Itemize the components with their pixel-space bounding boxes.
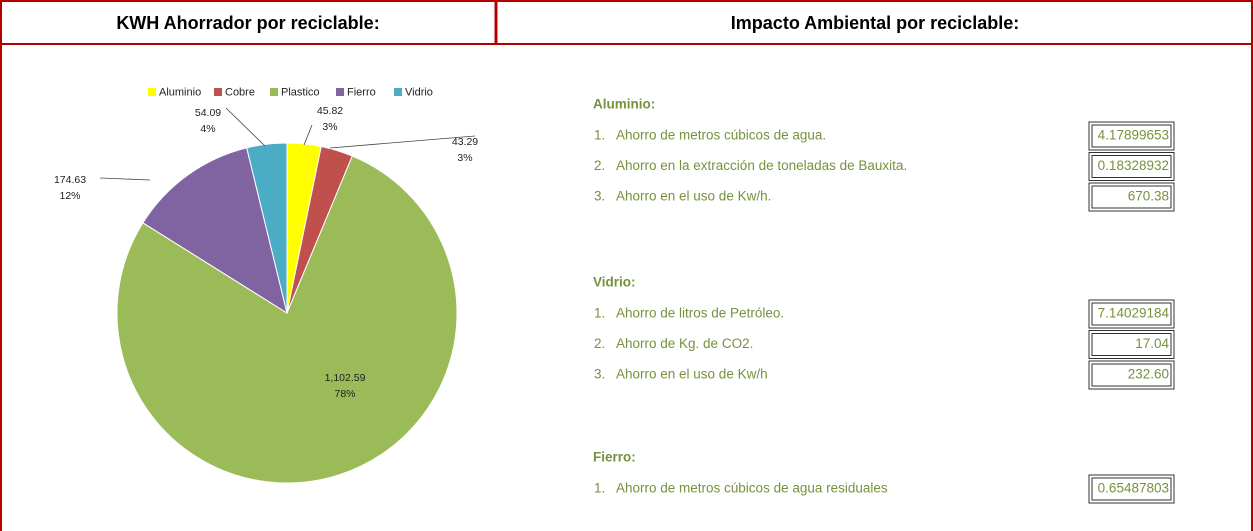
item-text: Ahorro de litros de Petróleo.	[616, 306, 784, 321]
value-box-inner	[1091, 302, 1172, 326]
item-value: 0.18328932	[1098, 158, 1169, 173]
item-number: 1.	[594, 128, 605, 143]
item-value: 4.17899653	[1098, 128, 1169, 143]
percent-label: 3%	[322, 121, 337, 133]
item-text: Ahorro de metros cúbicos de agua.	[616, 128, 826, 143]
data-label: 43.29	[452, 136, 478, 148]
legend-swatch	[394, 88, 402, 96]
value-box-outer	[1088, 299, 1175, 329]
legend-label: Plastico	[281, 86, 320, 98]
legend-swatch	[336, 88, 344, 96]
item-number: 3.	[594, 367, 605, 382]
section-title: Fierro:	[593, 450, 636, 465]
item-number: 2.	[594, 336, 605, 351]
legend-swatch	[214, 88, 222, 96]
item-number: 1.	[594, 306, 605, 321]
header-right: Impacto Ambiental por reciclable:	[731, 13, 1019, 33]
item-text: Ahorro en la extracción de toneladas de …	[616, 158, 907, 173]
data-label: 45.82	[317, 105, 343, 117]
leader-line	[303, 124, 313, 146]
item-number: 1.	[594, 481, 605, 496]
percent-label: 78%	[334, 388, 355, 400]
value-box-inner	[1091, 477, 1172, 501]
value-box-outer	[1088, 152, 1175, 181]
item-text: Ahorro en el uso de Kw/h.	[616, 189, 771, 204]
value-box-inner	[1091, 363, 1172, 387]
data-label: 54.09	[195, 107, 221, 119]
item-text: Ahorro de metros cúbicos de agua residua…	[616, 481, 888, 496]
legend-label: Fierro	[347, 86, 376, 98]
legend-label: Aluminio	[159, 86, 201, 98]
value-box-outer	[1088, 360, 1175, 390]
section-title: Vidrio:	[593, 275, 636, 290]
item-number: 2.	[594, 158, 605, 173]
pie-slice	[246, 142, 288, 314]
header-left: KWH Ahorrador por reciclable:	[116, 13, 379, 33]
legend-label: Vidrio	[405, 86, 433, 98]
leader-line	[329, 135, 476, 149]
item-text: Ahorro de Kg. de CO2.	[616, 336, 753, 351]
item-number: 3.	[594, 189, 605, 204]
item-value: 17.04	[1135, 336, 1169, 351]
legend-swatch	[148, 88, 156, 96]
legend-label: Cobre	[225, 86, 255, 98]
pie-slice	[116, 155, 458, 484]
item-value: 232.60	[1128, 367, 1169, 382]
item-value: 7.14029184	[1098, 306, 1170, 321]
data-label: 174.63	[54, 174, 86, 186]
value-box-inner	[1091, 124, 1172, 148]
pie-slice	[142, 147, 288, 315]
value-box-outer	[1088, 330, 1175, 359]
value-box-outer	[1088, 121, 1175, 151]
legend-swatch	[270, 88, 278, 96]
item-value: 0.65487803	[1098, 481, 1169, 496]
percent-label: 3%	[457, 152, 472, 164]
leader-line	[225, 107, 266, 147]
value-box-outer	[1088, 474, 1175, 504]
value-box-outer	[1088, 182, 1175, 212]
data-label: 1,102.59	[325, 372, 366, 384]
item-text: Ahorro en el uso de Kw/h	[616, 367, 768, 382]
value-box-inner	[1091, 185, 1172, 209]
section-title: Aluminio:	[593, 97, 655, 112]
value-box-inner	[1091, 155, 1172, 178]
leader-line	[99, 177, 151, 181]
percent-label: 4%	[200, 123, 215, 135]
percent-label: 12%	[59, 190, 80, 202]
value-box-inner	[1091, 333, 1172, 356]
item-value: 670.38	[1128, 189, 1169, 204]
